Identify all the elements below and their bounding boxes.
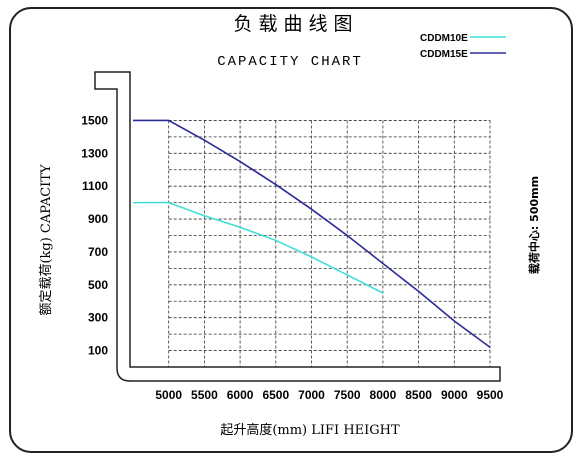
x-tick-label: 9000 (441, 388, 468, 402)
x-tick-label: 6000 (227, 388, 254, 402)
x-axis-label: 起升高度(mm) LIFI HEIGHT (220, 422, 400, 438)
x-tick-labels: 5000 5500 6000 6500 7000 7500 8000 8500 9000 9500 (155, 388, 503, 402)
y-tick-label: 1500 (81, 113, 108, 127)
y-tick-label: 500 (88, 278, 108, 292)
x-tick-label: 7000 (298, 388, 325, 402)
chart-title: 负载曲线图 (233, 13, 358, 35)
series-line-cddm10e (133, 201, 384, 294)
axis-bracket (94, 71, 501, 382)
y-axis-label: 额定载荷(kg) CAPACITY (39, 164, 54, 316)
legend: CDDM10E CDDM15E (420, 33, 506, 60)
x-tick-label: 5000 (155, 388, 182, 402)
x-tick-label: 7500 (334, 388, 361, 402)
load-center-note: 载荷中心: 500mm (527, 176, 541, 274)
x-tick-label: 9500 (477, 388, 504, 402)
y-tick-label: 1300 (81, 146, 108, 160)
x-tick-label: 8500 (405, 388, 432, 402)
y-tick-label: 1100 (82, 179, 108, 193)
y-tick-labels: 100 300 500 700 900 1100 1300 1500 (81, 113, 108, 357)
chart-subtitle: CAPACITY CHART (217, 54, 363, 70)
x-tick-label: 8000 (370, 388, 397, 402)
series-line-cddm15e (133, 119, 491, 348)
y-tick-label: 100 (88, 344, 108, 358)
chart-frame (9, 7, 573, 453)
series-lines (133, 119, 491, 348)
x-tick-label: 5500 (191, 388, 218, 402)
y-tick-label: 300 (88, 311, 108, 325)
legend-label-cddm15e: CDDM15E (420, 49, 468, 60)
grid (168, 120, 491, 367)
y-tick-label: 900 (88, 212, 108, 226)
x-tick-label: 6500 (262, 388, 289, 402)
legend-label-cddm10e: CDDM10E (420, 33, 468, 44)
y-tick-label: 700 (88, 245, 108, 259)
